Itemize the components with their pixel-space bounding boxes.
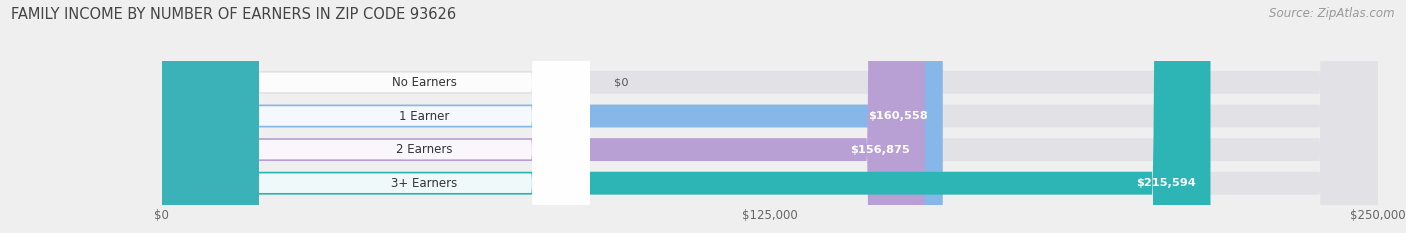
Text: $0: $0 [614, 77, 628, 87]
FancyBboxPatch shape [162, 0, 1211, 233]
FancyBboxPatch shape [162, 0, 925, 233]
FancyBboxPatch shape [162, 0, 259, 233]
FancyBboxPatch shape [162, 0, 1378, 233]
FancyBboxPatch shape [162, 0, 943, 233]
FancyBboxPatch shape [162, 0, 1378, 233]
FancyBboxPatch shape [162, 0, 259, 233]
FancyBboxPatch shape [162, 0, 1378, 233]
FancyBboxPatch shape [162, 0, 259, 233]
Text: $215,594: $215,594 [1136, 178, 1197, 188]
FancyBboxPatch shape [162, 0, 589, 233]
FancyBboxPatch shape [162, 0, 589, 233]
Text: 3+ Earners: 3+ Earners [391, 177, 457, 190]
Text: $160,558: $160,558 [869, 111, 928, 121]
Text: FAMILY INCOME BY NUMBER OF EARNERS IN ZIP CODE 93626: FAMILY INCOME BY NUMBER OF EARNERS IN ZI… [11, 7, 457, 22]
FancyBboxPatch shape [162, 0, 589, 233]
FancyBboxPatch shape [162, 0, 1378, 233]
Text: No Earners: No Earners [392, 76, 457, 89]
Text: 1 Earner: 1 Earner [399, 110, 450, 123]
FancyBboxPatch shape [162, 0, 589, 233]
Text: Source: ZipAtlas.com: Source: ZipAtlas.com [1270, 7, 1395, 20]
Text: 2 Earners: 2 Earners [396, 143, 453, 156]
FancyBboxPatch shape [162, 0, 259, 233]
Text: $156,875: $156,875 [851, 145, 910, 155]
